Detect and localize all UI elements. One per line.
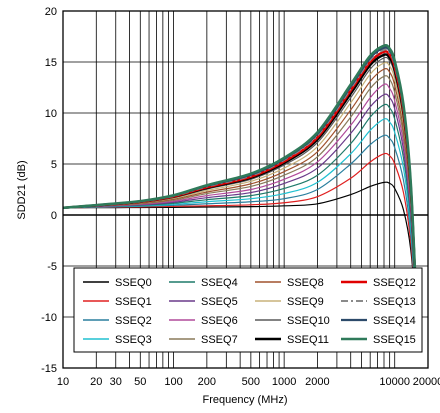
x-tick-label: 50 xyxy=(134,376,146,388)
x-tick-label: 30 xyxy=(110,376,122,388)
x-tick-label: 2000 xyxy=(305,376,329,388)
y-tick-label: 0 xyxy=(51,210,57,222)
legend: SSEQ0 SSEQ1 SSEQ2 SSEQ3 SSEQ4 SSEQ5 SSEQ6 SSEQ7… xyxy=(73,267,423,353)
legend-label-sseq4: SSEQ4 xyxy=(201,277,238,289)
x-tick-label: 200 xyxy=(198,376,216,388)
series-line-sseq8 xyxy=(63,67,418,328)
legend-label-sseq13: SSEQ13 xyxy=(373,296,416,308)
y-tick-label: 15 xyxy=(45,57,57,69)
legend-label-sseq14: SSEQ14 xyxy=(373,315,416,327)
series-lines xyxy=(63,44,419,328)
legend-label-sseq5: SSEQ5 xyxy=(201,296,238,308)
legend-label-sseq10: SSEQ10 xyxy=(287,315,330,327)
series-line-sseq1 xyxy=(63,152,418,328)
y-axis-title: SDD21 (dB) xyxy=(16,160,28,219)
legend-label-sseq7: SSEQ7 xyxy=(201,334,238,346)
series-line-sseq4 xyxy=(63,103,418,328)
legend-label-sseq6: SSEQ6 xyxy=(201,315,238,327)
plot-frame xyxy=(62,10,429,369)
y-tick-label: -5 xyxy=(47,261,57,273)
x-tick-label: 20 xyxy=(90,376,102,388)
y-tick-label: -10 xyxy=(41,312,57,324)
legend-label-sseq2: SSEQ2 xyxy=(115,315,152,327)
legend-label-sseq8: SSEQ8 xyxy=(287,277,324,289)
y-axis-ticks: -15 -10 -5 0 5 10 15 20 xyxy=(41,6,57,375)
x-axis-ticks: 10 20 30 50 100 200 500 1000 2000 1000020000 xyxy=(57,376,440,388)
y-tick-label: -15 xyxy=(41,363,57,375)
legend-label-sseq15: SSEQ15 xyxy=(373,334,416,346)
x-tick-label: 10 xyxy=(57,376,69,388)
legend-label-sseq12: SSEQ12 xyxy=(373,277,416,289)
legend-label-sseq0: SSEQ0 xyxy=(115,277,152,289)
y-tick-label: 10 xyxy=(45,108,57,120)
x-tick-label: 1000 xyxy=(272,376,296,388)
y-tick-label: 5 xyxy=(51,159,57,171)
x-tick-label: 500 xyxy=(242,376,260,388)
series-line-sseq3 xyxy=(63,118,418,328)
legend-label-sseq11: SSEQ11 xyxy=(287,334,329,346)
x-tick-label: 100 xyxy=(164,376,182,388)
legend-label-sseq3: SSEQ3 xyxy=(115,334,152,346)
series-line-sseq7 xyxy=(63,75,418,328)
y-tick-label: 20 xyxy=(45,6,57,18)
series-line-sseq2 xyxy=(63,134,418,328)
x-axis-title: Frequency (MHz) xyxy=(203,394,288,406)
legend-label-sseq1: SSEQ1 xyxy=(115,296,152,308)
x-tick-label: 10000 xyxy=(379,376,410,388)
series-line-sseq0 xyxy=(63,181,418,328)
series-line-sseq15 xyxy=(63,44,419,328)
series-line-sseq5 xyxy=(63,93,418,328)
series-line-sseq6 xyxy=(63,83,418,328)
legend-label-sseq9: SSEQ9 xyxy=(287,296,324,308)
x-tick-label: 20000 xyxy=(413,376,440,388)
